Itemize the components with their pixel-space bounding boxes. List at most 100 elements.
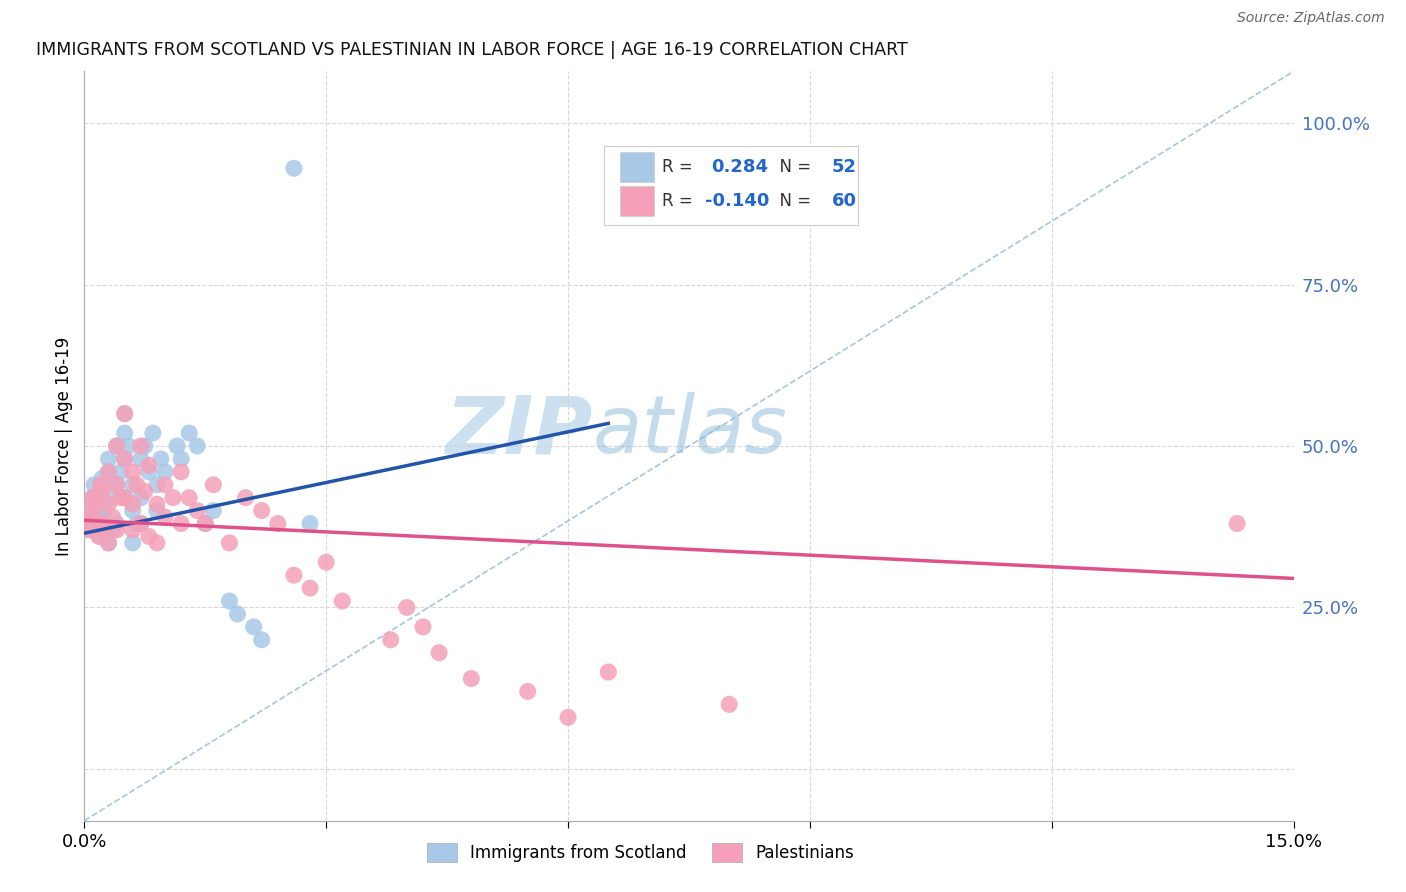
Point: [118, 439, 141, 453]
Point: [380, 632, 402, 647]
Text: R =: R =: [662, 158, 699, 176]
Point: [153, 465, 176, 479]
Point: [412, 620, 434, 634]
Legend: Immigrants from Scotland, Palestinians: Immigrants from Scotland, Palestinians: [420, 836, 860, 869]
Point: [89, 484, 111, 499]
Text: Source: ZipAtlas.com: Source: ZipAtlas.com: [1237, 12, 1385, 25]
Point: [142, 426, 165, 441]
Point: [718, 698, 741, 712]
Point: [138, 458, 160, 473]
Point: [186, 439, 208, 453]
Point: [91, 471, 114, 485]
Point: [105, 477, 128, 491]
Point: [83, 510, 105, 524]
Point: [77, 503, 100, 517]
Point: [101, 523, 124, 537]
Point: [87, 510, 110, 524]
Point: [93, 523, 115, 537]
Point: [114, 407, 136, 421]
Text: N =: N =: [769, 158, 815, 176]
Point: [162, 491, 184, 505]
Point: [105, 439, 128, 453]
Point: [114, 451, 136, 466]
Point: [110, 465, 132, 479]
Text: 52: 52: [831, 158, 856, 176]
Point: [105, 516, 128, 531]
Point: [138, 529, 160, 543]
Point: [153, 477, 176, 491]
Text: R =: R =: [662, 192, 699, 210]
Text: N =: N =: [769, 192, 815, 210]
Point: [557, 710, 579, 724]
Point: [125, 516, 148, 531]
Point: [121, 497, 143, 511]
Point: [146, 503, 169, 517]
Point: [226, 607, 249, 621]
Point: [315, 555, 337, 569]
Point: [138, 465, 160, 479]
Point: [97, 536, 120, 550]
Point: [235, 491, 257, 505]
FancyBboxPatch shape: [620, 152, 654, 181]
Point: [1226, 516, 1249, 531]
Point: [134, 439, 156, 453]
Point: [114, 491, 136, 505]
Point: [114, 407, 136, 421]
Point: [330, 594, 353, 608]
Point: [202, 503, 225, 517]
Point: [93, 503, 115, 517]
Text: 0.284: 0.284: [710, 158, 768, 176]
Point: [179, 426, 201, 441]
Point: [129, 516, 152, 531]
FancyBboxPatch shape: [620, 186, 654, 216]
Point: [86, 497, 108, 511]
Point: [105, 477, 128, 491]
Point: [105, 523, 128, 537]
Point: [170, 516, 193, 531]
Point: [97, 465, 120, 479]
Point: [75, 516, 97, 531]
Point: [97, 465, 120, 479]
Point: [242, 620, 264, 634]
Point: [80, 523, 103, 537]
Point: [516, 684, 538, 698]
Point: [250, 632, 273, 647]
Point: [194, 516, 217, 531]
Point: [129, 439, 152, 453]
Point: [82, 491, 104, 505]
Point: [97, 497, 120, 511]
Point: [283, 568, 305, 582]
Point: [110, 491, 132, 505]
Point: [114, 451, 136, 466]
Point: [299, 581, 322, 595]
Point: [153, 510, 176, 524]
Point: [129, 451, 152, 466]
Point: [218, 536, 240, 550]
Point: [97, 536, 120, 550]
Point: [598, 665, 620, 679]
Point: [89, 516, 111, 531]
Point: [166, 439, 188, 453]
Point: [170, 451, 193, 466]
Point: [114, 426, 136, 441]
Point: [75, 523, 97, 537]
Point: [170, 465, 193, 479]
Point: [134, 484, 156, 499]
Point: [146, 536, 169, 550]
Point: [87, 529, 110, 543]
Point: [146, 497, 169, 511]
Point: [83, 477, 105, 491]
Point: [114, 491, 136, 505]
Y-axis label: In Labor Force | Age 16-19: In Labor Force | Age 16-19: [55, 336, 73, 556]
Point: [91, 484, 114, 499]
Point: [250, 503, 273, 517]
Text: IMMIGRANTS FROM SCOTLAND VS PALESTINIAN IN LABOR FORCE | AGE 16-19 CORRELATION C: IMMIGRANTS FROM SCOTLAND VS PALESTINIAN …: [37, 41, 908, 59]
Point: [121, 465, 143, 479]
Point: [97, 451, 120, 466]
Point: [395, 600, 418, 615]
Text: -0.140: -0.140: [704, 192, 769, 210]
Point: [149, 451, 172, 466]
Text: ZIP: ZIP: [444, 392, 592, 470]
Point: [80, 516, 103, 531]
Point: [77, 503, 100, 517]
